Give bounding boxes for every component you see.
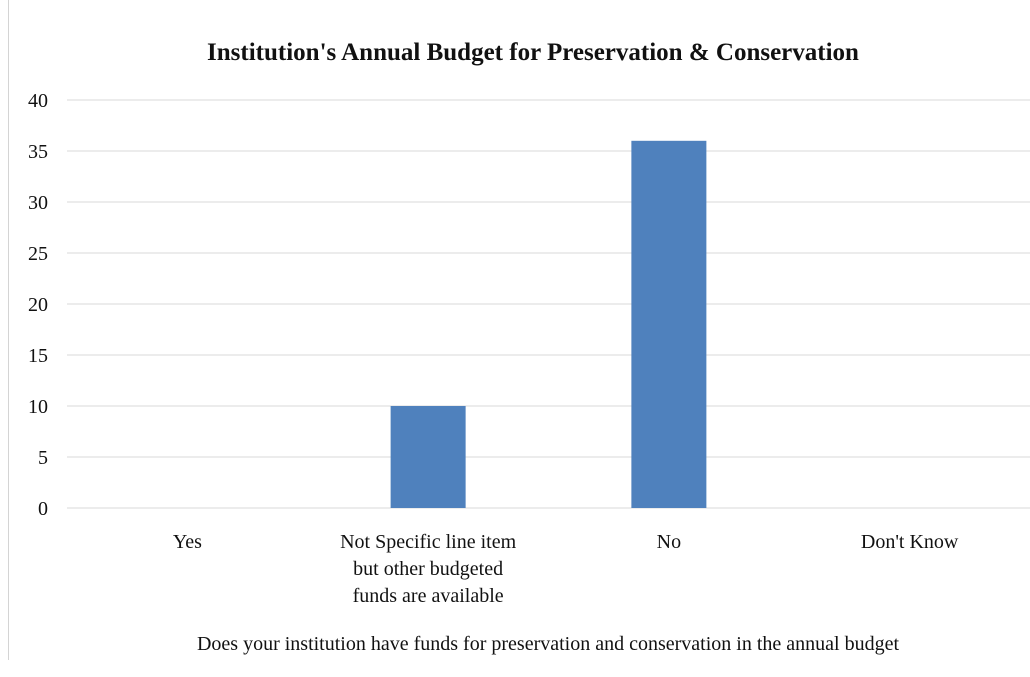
- grid-lines: [67, 99, 1030, 509]
- x-tick-label: Don't Know: [861, 531, 959, 553]
- bars: [390, 140, 707, 509]
- chart-title: Institution's Annual Budget for Preserva…: [207, 39, 859, 66]
- x-axis-ticks: Yes Not Specific line item but other budge…: [173, 531, 959, 607]
- x-tick-label: No: [657, 531, 681, 553]
- x-tick-label: Yes: [173, 531, 202, 553]
- y-tick-label: 5: [38, 447, 48, 469]
- bar: [631, 140, 707, 509]
- y-tick-label: 25: [28, 243, 48, 265]
- y-tick-label: 30: [28, 192, 48, 214]
- bar: [390, 406, 466, 508]
- x-tick-label: Not Specific line item but other budgeted…: [340, 531, 517, 607]
- y-tick-label: 15: [28, 345, 48, 367]
- y-tick-label: 40: [28, 90, 48, 112]
- y-tick-label: 0: [38, 498, 48, 520]
- y-tick-label: 20: [28, 294, 48, 316]
- x-axis-title: Does your institution have funds for pre…: [197, 633, 899, 655]
- y-tick-label: 10: [28, 396, 48, 418]
- frame-left-rule: [8, 0, 9, 660]
- y-axis-ticks: 0 5 10 15 20 25 30 35 40: [28, 90, 48, 520]
- y-tick-label: 35: [28, 141, 48, 163]
